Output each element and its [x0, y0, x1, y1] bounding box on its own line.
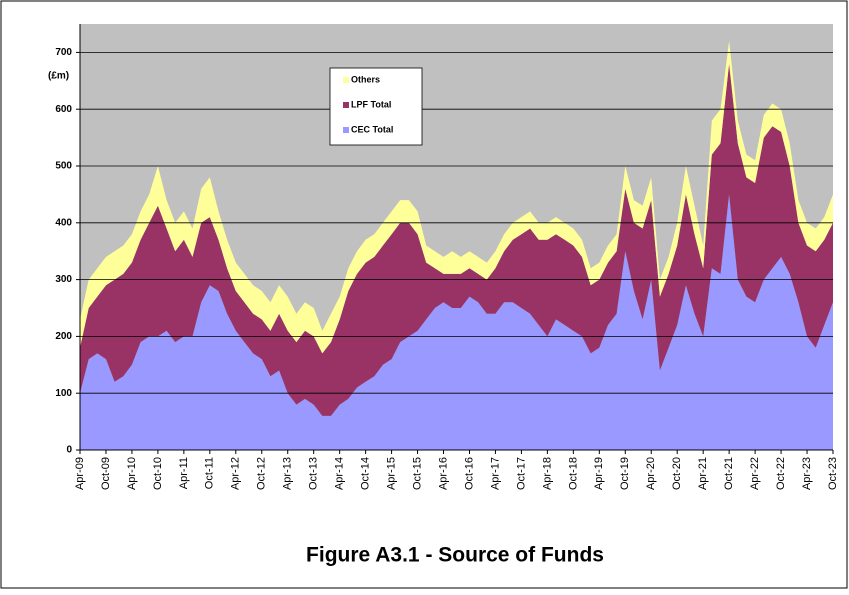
- x-tick-label: Apr-09: [74, 457, 86, 490]
- x-tick-label: Apr-19: [593, 457, 605, 490]
- x-tick-label: Apr-17: [489, 457, 501, 490]
- x-tick-label: Apr-18: [541, 457, 553, 490]
- legend-label: LPF Total: [351, 99, 391, 109]
- x-tick-label: Oct-17: [515, 457, 527, 490]
- y-tick-label: 300: [55, 274, 72, 285]
- x-tick-label: Oct-15: [411, 457, 423, 490]
- legend-label: Others: [351, 74, 380, 84]
- x-tick-label: Oct-23: [827, 457, 839, 490]
- x-tick-label: Apr-10: [126, 457, 138, 490]
- area: [80, 41, 833, 354]
- x-tick-label: Oct-10: [152, 457, 164, 490]
- x-tick-label: Apr-11: [178, 457, 190, 489]
- area: [80, 63, 833, 416]
- x-tick-label: Oct-11: [204, 457, 216, 489]
- y-tick-label: 500: [55, 161, 72, 172]
- x-tick-label: Apr-13: [282, 457, 294, 490]
- y-tick-label: 400: [55, 217, 72, 228]
- x-tick-label: Apr-12: [230, 457, 242, 490]
- y-axis-label: (£m): [48, 71, 69, 82]
- x-tick-label: Apr-14: [334, 457, 346, 490]
- y-tick-label: 700: [55, 47, 72, 58]
- y-tick-label: 600: [55, 104, 72, 115]
- x-tick-label: Apr-23: [801, 457, 813, 490]
- x-tick-label: Apr-16: [437, 457, 449, 490]
- legend-swatch: [343, 77, 349, 83]
- x-tick-label: Oct-18: [567, 457, 579, 490]
- y-tick-label: 100: [55, 388, 72, 399]
- legend-label: CEC Total: [351, 124, 393, 134]
- x-tick-label: Apr-15: [385, 457, 397, 490]
- area: [80, 194, 833, 450]
- y-tick-label: 0: [66, 445, 72, 456]
- x-tick-label: Oct-09: [100, 457, 112, 490]
- x-tick-label: Oct-20: [671, 457, 683, 490]
- x-tick-label: Oct-22: [775, 457, 787, 490]
- chart-title: Figure A3.1 - Source of Funds: [306, 544, 604, 567]
- x-tick-label: Oct-21: [723, 457, 735, 490]
- x-tick-label: Oct-13: [308, 457, 320, 490]
- x-tick-label: Oct-19: [619, 457, 631, 490]
- x-tick-label: Apr-21: [697, 457, 709, 490]
- x-tick-label: Oct-12: [256, 457, 268, 490]
- legend-swatch: [343, 102, 349, 108]
- x-tick-label: Oct-16: [463, 457, 475, 490]
- y-tick-label: 200: [55, 331, 72, 342]
- x-tick-label: Apr-20: [645, 457, 657, 490]
- legend-swatch: [343, 127, 349, 133]
- x-tick-label: Apr-22: [749, 457, 761, 490]
- x-tick-label: Oct-14: [360, 457, 372, 490]
